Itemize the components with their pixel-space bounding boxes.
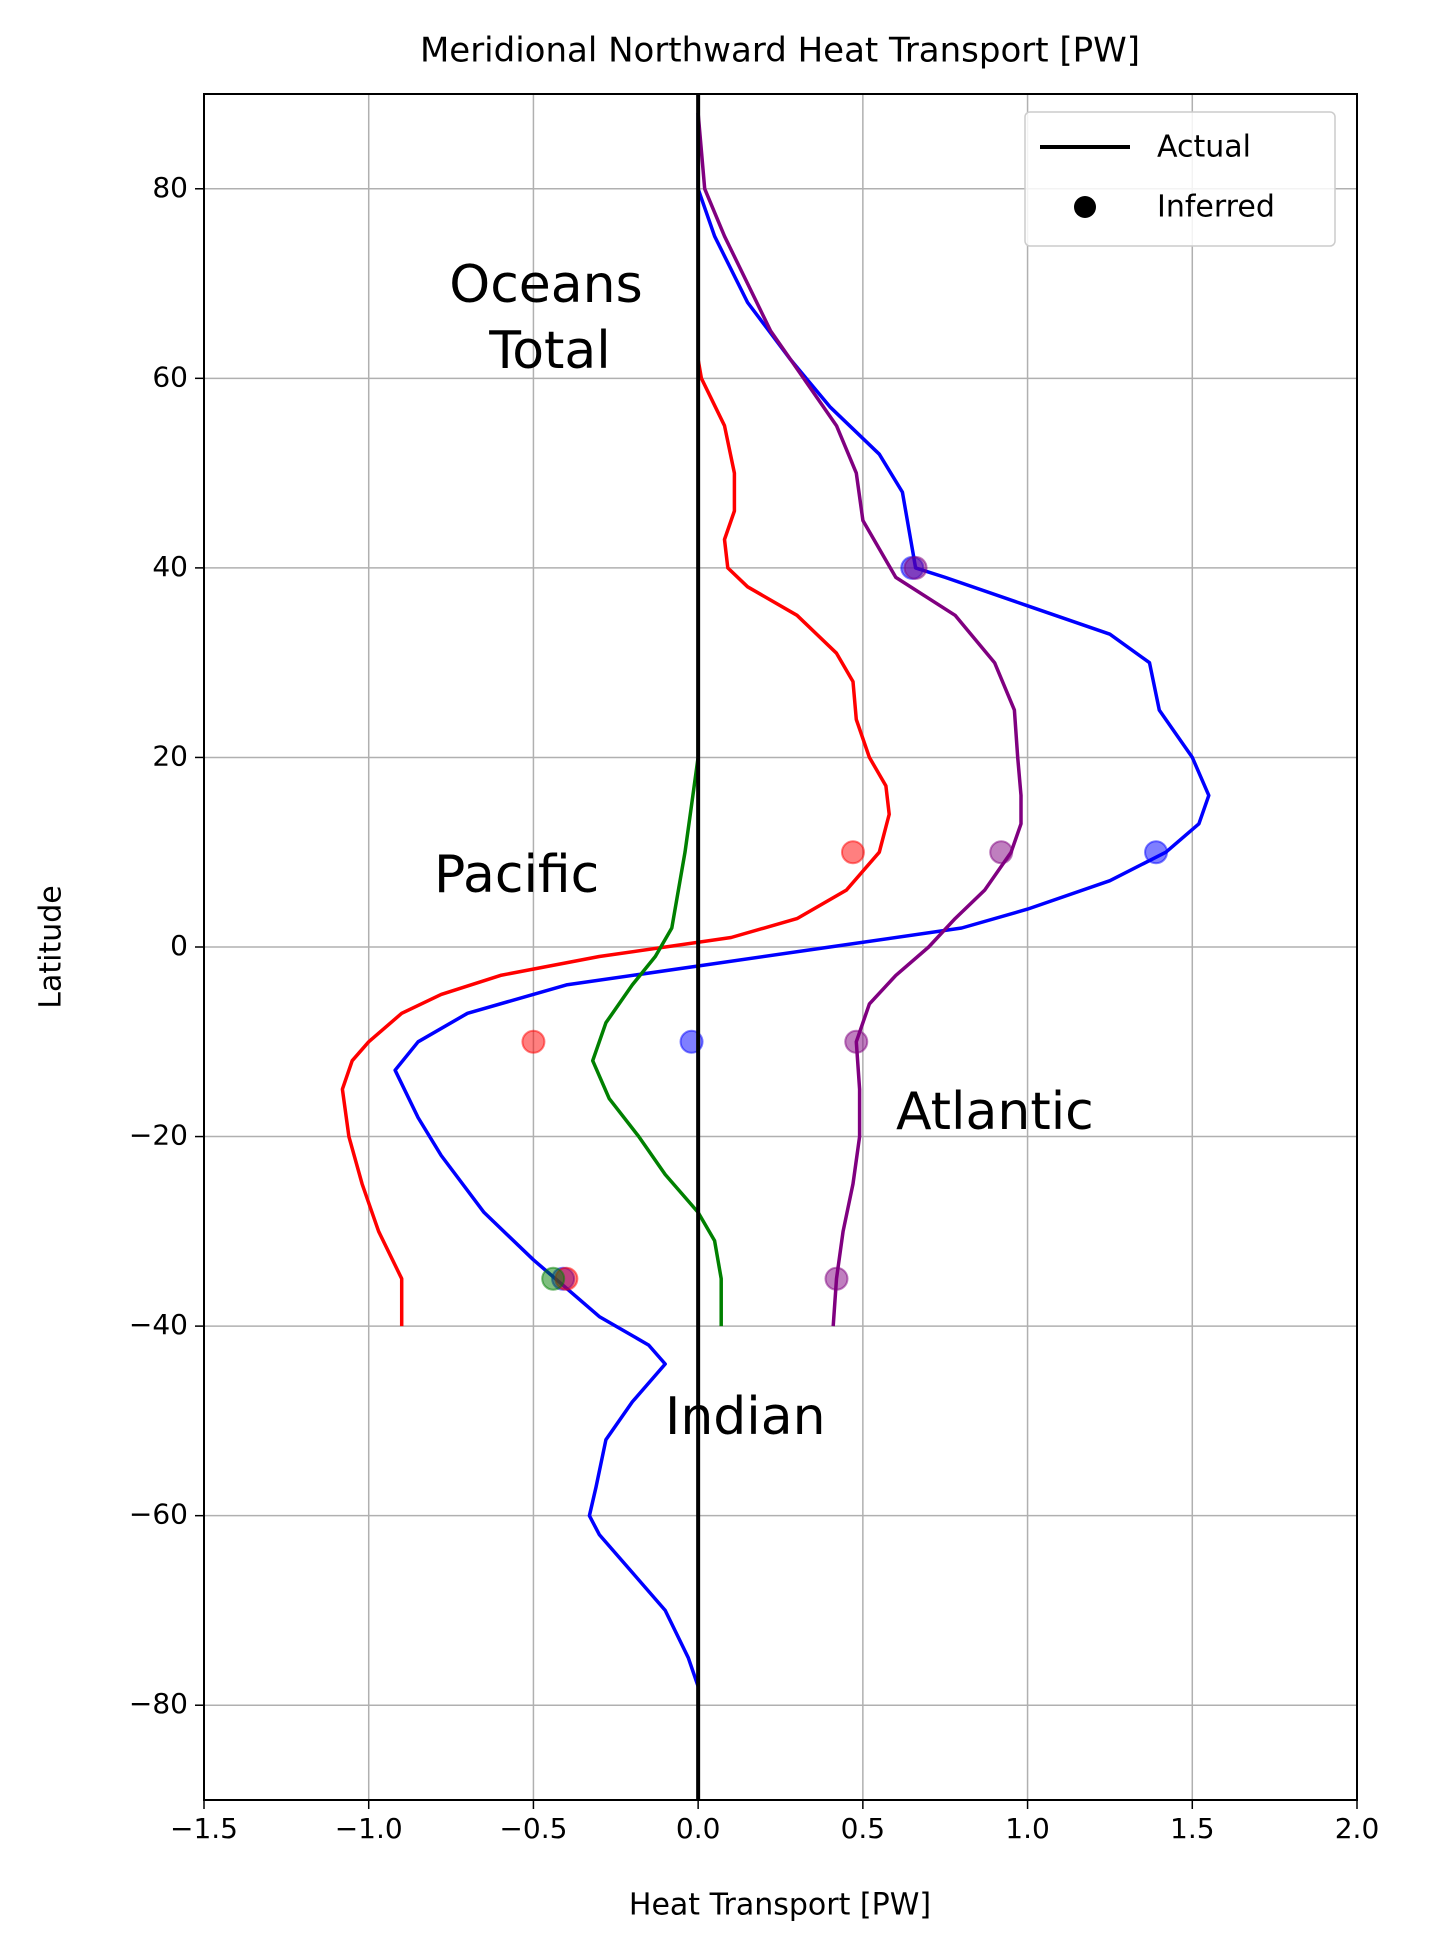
legend-marker	[1074, 196, 1096, 218]
y-tick-label: −60	[129, 1498, 188, 1531]
y-tick-label: −20	[129, 1119, 188, 1152]
annotation: Oceans	[449, 255, 642, 315]
y-tick-label: 60	[152, 360, 188, 393]
series-line	[393, 113, 1211, 1687]
x-axis-label: Heat Transport [PW]	[629, 1888, 931, 1923]
y-tick-label: 80	[152, 171, 188, 204]
inferred-point	[903, 555, 928, 580]
inferred-point	[840, 840, 865, 865]
y-tick-label: −80	[129, 1687, 188, 1720]
series-line	[590, 710, 723, 1327]
annotation: Total	[488, 321, 610, 381]
x-tick-label: 0.0	[676, 1812, 721, 1845]
inferred-point	[521, 1029, 546, 1054]
series-line	[696, 112, 1023, 1327]
plot-frame	[203, 93, 1358, 1801]
y-tick-label: 0	[170, 929, 188, 962]
inferred-point	[541, 1266, 566, 1291]
legend-label: Actual	[1157, 130, 1251, 165]
chart-title: Meridional Northward Heat Transport [PW]	[420, 31, 1140, 71]
x-tick-label: −0.5	[499, 1812, 567, 1845]
inferred-point	[989, 840, 1014, 865]
x-tick-label: 1.5	[1170, 1812, 1215, 1845]
series-line	[340, 359, 891, 1327]
y-tick-label: −40	[129, 1308, 188, 1341]
y-axis-label: Latitude	[34, 885, 69, 1008]
inferred-point	[824, 1266, 849, 1291]
annotation: Indian	[665, 1387, 826, 1447]
x-tick-label: 1.0	[1005, 1812, 1050, 1845]
y-tick-label: 20	[152, 739, 188, 772]
x-tick-label: −1.5	[170, 1812, 238, 1845]
x-tick-label: −1.0	[335, 1812, 403, 1845]
annotation: Atlantic	[896, 1082, 1094, 1142]
inferred-point	[1144, 840, 1169, 865]
x-tick-label: 2.0	[1335, 1812, 1380, 1845]
legend-label: Inferred	[1157, 190, 1275, 225]
x-tick-label: 0.5	[841, 1812, 886, 1845]
y-tick-label: 40	[152, 550, 188, 583]
annotation: Pacific	[434, 845, 599, 905]
inferred-point	[844, 1029, 869, 1054]
